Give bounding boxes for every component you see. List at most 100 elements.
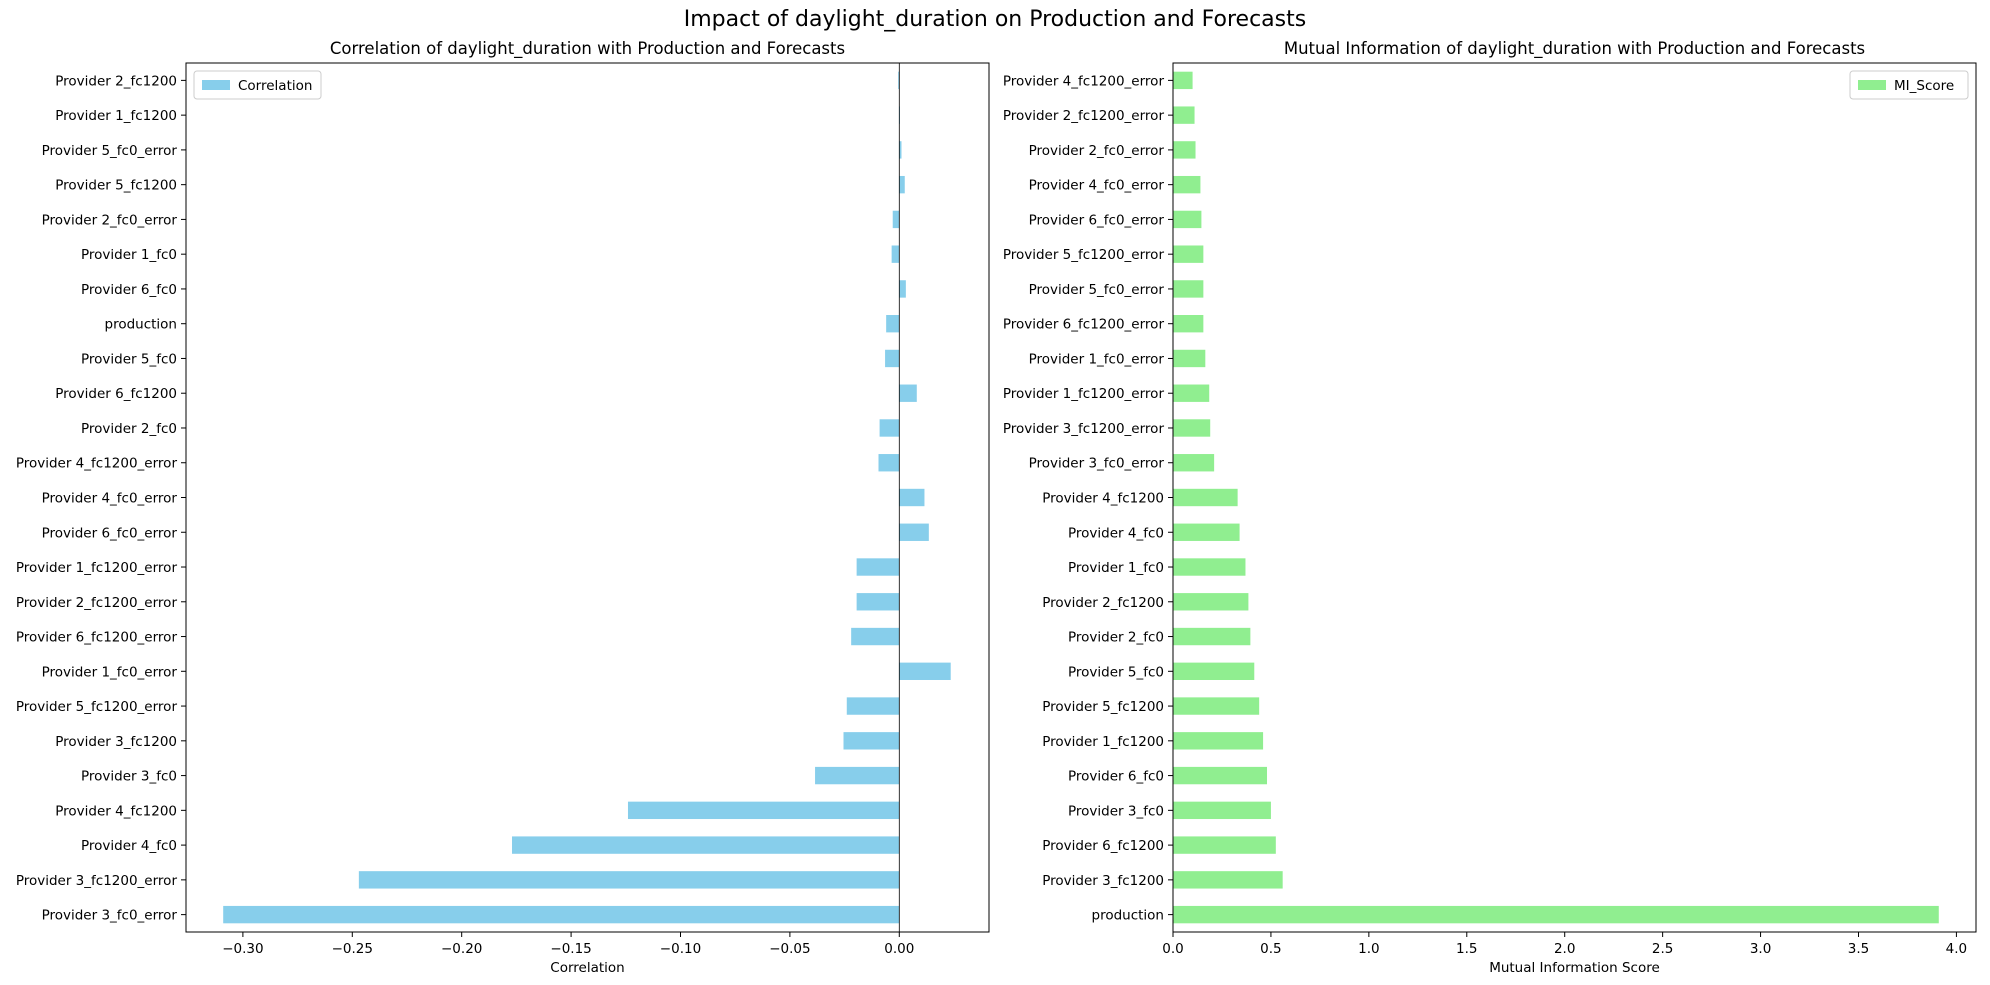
y-tick-label: Provider 3_fc1200_error — [16, 873, 178, 889]
bar — [856, 593, 900, 611]
y-tick-label: Provider 4_fc1200 — [1042, 491, 1164, 507]
x-axis-label: Correlation — [550, 960, 624, 976]
y-tick-label: Provider 3_fc1200 — [55, 734, 177, 750]
bar — [899, 662, 951, 680]
x-tick-label: −0.15 — [550, 941, 591, 957]
bar — [899, 175, 905, 194]
bar — [899, 488, 925, 507]
y-tick-label: Provider 4_fc0_error — [42, 491, 178, 507]
bar — [1173, 71, 1193, 90]
y-tick-label: Provider 4_fc0 — [81, 838, 177, 854]
bar — [1173, 384, 1210, 402]
bar — [815, 766, 900, 785]
x-tick-label: −0.05 — [769, 941, 810, 957]
y-tick-label: Provider 3_fc0 — [81, 769, 177, 785]
bar — [223, 905, 900, 924]
bar — [899, 141, 902, 159]
bar — [1173, 280, 1204, 298]
x-tick-label: 2.5 — [1652, 941, 1673, 957]
bar — [1173, 106, 1195, 124]
bar — [1173, 766, 1268, 785]
bar — [886, 315, 900, 333]
y-tick-label: Provider 5_fc0 — [81, 351, 177, 367]
y-tick-label: Provider 2_fc0_error — [1029, 143, 1165, 159]
y-tick-label: Provider 5_fc0_error — [42, 143, 178, 159]
chart-title: Mutual Information of daylight_duration … — [1284, 39, 1865, 59]
y-tick-label: Provider 6_fc0 — [81, 282, 177, 298]
legend-swatch — [1858, 80, 1886, 90]
x-axis-label: Mutual Information Score — [1489, 960, 1660, 976]
y-tick-label: Provider 1_fc1200_error — [16, 560, 178, 576]
bar — [851, 627, 900, 646]
figure-title: Impact of daylight_duration on Productio… — [684, 7, 1306, 32]
y-tick-label: Provider 5_fc1200 — [55, 178, 177, 194]
bar — [891, 245, 900, 263]
bar — [1173, 245, 1204, 263]
y-tick-label: Provider 2_fc1200_error — [1003, 108, 1165, 124]
y-tick-label: Provider 1_fc0 — [81, 247, 177, 263]
bar — [1173, 454, 1215, 472]
chart-title: Correlation of daylight_duration with Pr… — [330, 39, 845, 59]
bar — [892, 210, 900, 229]
y-tick-label: Provider 4_fc1200_error — [1003, 73, 1165, 89]
x-tick-label: 0.0 — [1162, 941, 1183, 957]
bar — [899, 280, 906, 298]
y-tick-label: Provider 6_fc1200 — [55, 386, 177, 402]
y-tick-label: Provider 6_fc0_error — [42, 525, 178, 541]
x-tick-label: 3.0 — [1750, 941, 1771, 957]
legend-label: MI_Score — [1894, 78, 1954, 94]
bar — [1173, 141, 1196, 159]
y-tick-label: Provider 4_fc1200 — [55, 803, 177, 819]
bar — [856, 558, 900, 576]
y-tick-label: Provider 2_fc0_error — [42, 212, 178, 228]
bar — [1173, 488, 1238, 507]
y-tick-label: Provider 3_fc0 — [1068, 803, 1164, 819]
y-tick-label: Provider 6_fc1200_error — [16, 630, 178, 646]
bar — [1173, 349, 1206, 368]
bar — [885, 349, 900, 368]
y-tick-label: production — [105, 317, 178, 333]
legend-box — [193, 70, 322, 100]
bar — [899, 523, 929, 541]
y-tick-label: Provider 2_fc1200 — [55, 73, 177, 89]
legend: Correlation — [193, 70, 322, 100]
y-tick-label: Provider 3_fc1200_error — [1003, 421, 1165, 437]
bar — [878, 454, 900, 472]
y-tick-label: Provider 6_fc1200_error — [1003, 317, 1165, 333]
y-tick-label: Provider 4_fc1200_error — [16, 456, 178, 472]
y-tick-label: Provider 2_fc1200_error — [16, 595, 178, 611]
y-tick-label: Provider 1_fc1200 — [1042, 734, 1164, 750]
bar — [358, 871, 900, 889]
bar — [1173, 210, 1202, 229]
y-tick-label: Provider 5_fc1200 — [1042, 699, 1164, 715]
bar — [1173, 593, 1249, 611]
x-tick-label: 1.5 — [1456, 941, 1477, 957]
x-tick-label: 0.5 — [1260, 941, 1281, 957]
bar — [1173, 836, 1276, 854]
y-tick-label: Provider 3_fc1200 — [1042, 873, 1164, 889]
bar — [1173, 523, 1240, 541]
y-tick-label: production — [1092, 908, 1165, 924]
x-tick-label: 4.0 — [1946, 941, 1967, 957]
legend-swatch — [202, 80, 230, 90]
y-tick-label: Provider 1_fc0_error — [1029, 351, 1165, 367]
x-tick-label: 1.0 — [1358, 941, 1379, 957]
plot-frame — [185, 62, 990, 933]
x-tick-label: 0.00 — [884, 941, 914, 957]
bar — [1173, 419, 1211, 437]
bar — [1173, 697, 1260, 715]
x-tick-label: 2.0 — [1554, 941, 1575, 957]
bar — [843, 732, 900, 750]
y-tick-label: Provider 6_fc0_error — [1029, 212, 1165, 228]
bar — [846, 697, 900, 715]
legend: MI_Score — [1849, 70, 1969, 100]
y-tick-label: Provider 2_fc0 — [1068, 630, 1164, 646]
y-tick-label: Provider 6_fc1200 — [1042, 838, 1164, 854]
y-tick-label: Provider 1_fc0_error — [42, 664, 178, 680]
x-tick-label: −0.30 — [222, 941, 263, 957]
y-tick-label: Provider 1_fc1200_error — [1003, 386, 1165, 402]
x-tick-label: −0.25 — [332, 941, 373, 957]
bar — [1173, 801, 1271, 820]
y-tick-label: Provider 4_fc0 — [1068, 525, 1164, 541]
